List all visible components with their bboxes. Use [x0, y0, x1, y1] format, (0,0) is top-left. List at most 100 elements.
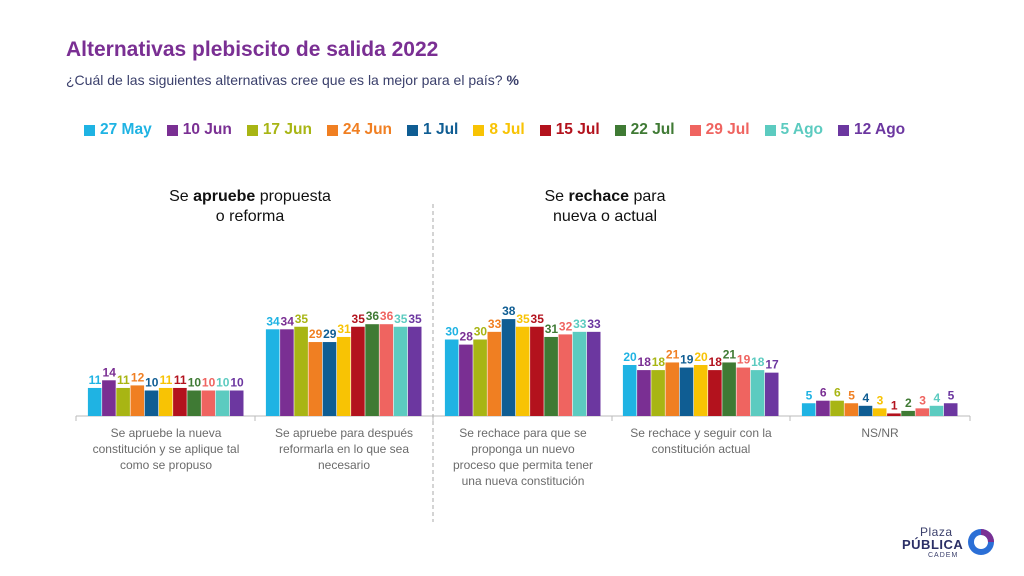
- legend-label: 17 Jun: [262, 121, 312, 138]
- data-label: 6: [834, 386, 841, 400]
- bar: [736, 367, 751, 416]
- approve-header-em: apruebe: [193, 188, 256, 205]
- bar: [665, 362, 680, 416]
- bar: [144, 390, 159, 416]
- bar: [130, 385, 145, 416]
- legend-label: 5 Ago: [780, 121, 824, 138]
- data-label: 31: [545, 322, 559, 336]
- legend-item: 27 May: [84, 121, 152, 139]
- bar: [844, 403, 859, 416]
- data-label: 5: [848, 388, 855, 402]
- data-label: 30: [474, 325, 488, 339]
- legend-swatch: [689, 124, 701, 136]
- legend-swatch: [614, 124, 626, 136]
- logo-line2: PÚBLICA: [902, 537, 964, 552]
- bar: [187, 390, 201, 416]
- plaza-publica-logo: Plaza PÚBLICA CADEM: [902, 525, 998, 565]
- approve-header-pre: Se: [169, 188, 194, 205]
- legend-label: 10 Jun: [182, 121, 232, 138]
- category-label: como se propuso: [120, 458, 212, 472]
- legend-label: 1 Jul: [423, 121, 459, 138]
- data-label: 1: [891, 398, 898, 412]
- bar: [158, 387, 173, 416]
- legend-label: 22 Jul: [630, 121, 675, 138]
- bar: [102, 380, 116, 416]
- data-label: 21: [666, 347, 680, 361]
- data-label: 5: [948, 388, 955, 402]
- reject-group-header: Se rechace para nueva o actual: [495, 187, 715, 227]
- category-label: necesario: [318, 458, 370, 472]
- bar: [407, 326, 422, 416]
- legend-swatch: [473, 124, 485, 136]
- bar: [858, 405, 873, 416]
- data-label: 19: [737, 353, 751, 367]
- data-label: 29: [323, 327, 337, 341]
- bar: [929, 405, 944, 416]
- bar: [830, 400, 844, 416]
- bar: [586, 331, 601, 416]
- data-label: 2: [905, 396, 912, 410]
- bar: [265, 329, 280, 416]
- data-label: 10: [188, 376, 202, 390]
- data-label: 11: [160, 373, 173, 387]
- legend-label: 8 Jul: [489, 121, 525, 138]
- data-label: 28: [460, 330, 474, 344]
- legend-label: 15 Jul: [555, 121, 600, 138]
- logo-line1: Plaza: [920, 525, 953, 539]
- data-label: 18: [751, 355, 765, 369]
- chart-legend: 27 May 10 Jun 17 Jun 24 Jun 1 Jul 8 Jul 15 Jul…: [84, 121, 905, 139]
- data-label: 14: [103, 365, 117, 379]
- category-label: Se apruebe para después: [275, 426, 413, 440]
- reject-header-em: rechace: [568, 188, 630, 205]
- legend-item: 12 Ago: [838, 121, 905, 139]
- data-label: 21: [723, 347, 737, 361]
- bar: [308, 342, 323, 416]
- data-label: 3: [919, 393, 926, 407]
- bar: [201, 390, 216, 416]
- data-label: 35: [352, 312, 366, 326]
- data-label: 10: [216, 376, 230, 390]
- data-label: 10: [230, 376, 244, 390]
- data-label: 35: [394, 312, 408, 326]
- bar: [901, 410, 915, 416]
- data-label: 4: [862, 391, 869, 405]
- legend-item: 17 Jun: [246, 121, 312, 139]
- subtitle-question: ¿Cuál de las siguientes alternativas cre…: [66, 72, 503, 88]
- bar: [393, 326, 408, 416]
- bar: [693, 365, 708, 416]
- legend-item: 15 Jul: [539, 121, 600, 139]
- bar: [708, 370, 722, 416]
- data-label: 33: [573, 317, 587, 331]
- category-label: reformarla en lo que sea: [279, 442, 409, 456]
- bar: [544, 336, 558, 416]
- bar: [487, 331, 502, 416]
- legend-swatch: [166, 124, 178, 136]
- data-label: 35: [295, 312, 309, 326]
- legend-swatch: [764, 124, 776, 136]
- data-label: 3: [877, 393, 884, 407]
- logo-mark-icon: [968, 529, 994, 555]
- data-label: 35: [408, 312, 422, 326]
- approve-header-post: propuesta: [255, 188, 331, 205]
- bar: [444, 339, 459, 416]
- bar: [622, 365, 637, 416]
- data-label: 36: [366, 309, 380, 323]
- reject-header-pre: Se: [544, 188, 569, 205]
- reject-header-line2: nueva o actual: [552, 208, 658, 225]
- data-label: 6: [820, 386, 827, 400]
- bar: [651, 370, 665, 416]
- category-label: constitución actual: [652, 442, 751, 456]
- bar: [515, 326, 530, 416]
- bar: [722, 362, 736, 416]
- bar: [558, 334, 573, 416]
- legend-swatch: [838, 124, 850, 136]
- legend-swatch: [246, 124, 258, 136]
- data-label: 35: [531, 312, 545, 326]
- category-label: constitución y se aplique tal: [93, 442, 240, 456]
- legend-item: 5 Ago: [764, 121, 824, 139]
- subtitle-unit: %: [506, 72, 519, 88]
- bar: [379, 324, 394, 416]
- bar: [530, 326, 544, 416]
- logo-line3: CADEM: [928, 552, 959, 559]
- bar: [750, 370, 765, 416]
